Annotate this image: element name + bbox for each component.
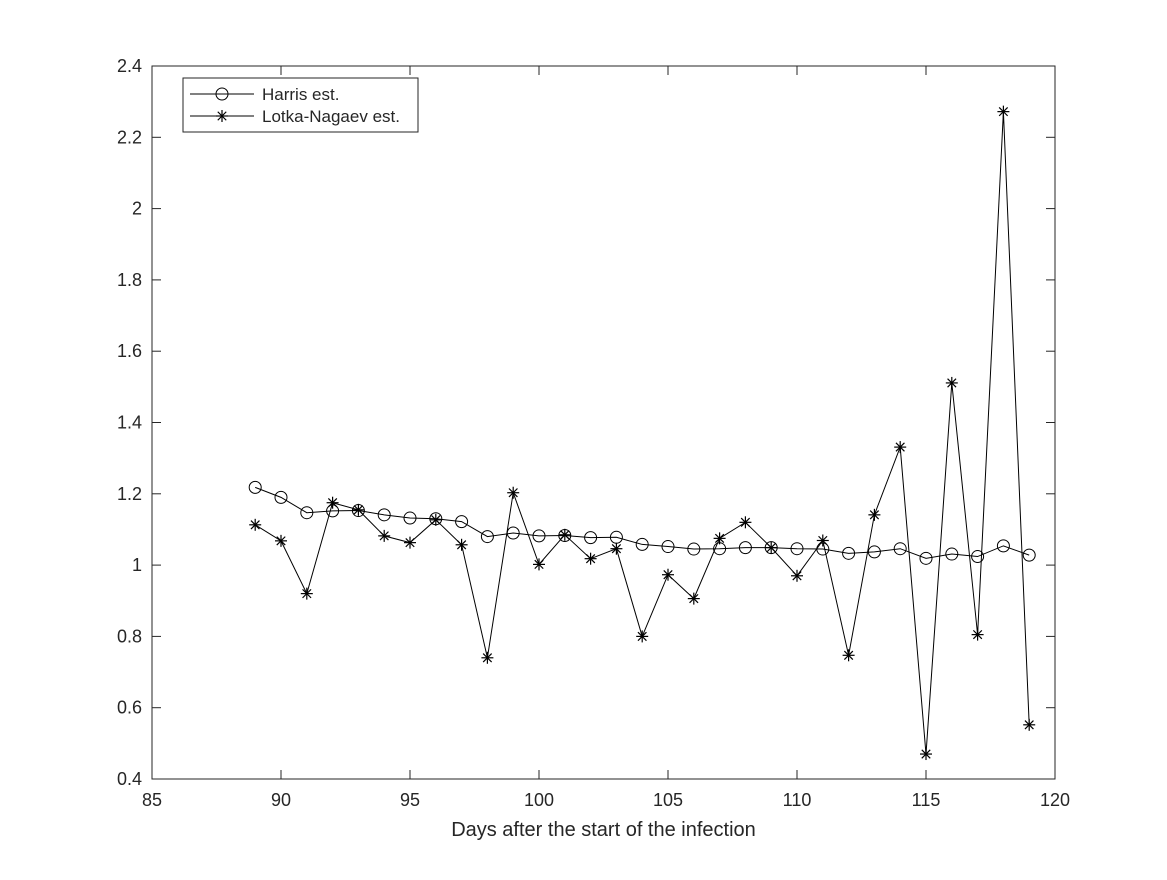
data-point-lotka-nagaev xyxy=(636,630,649,643)
data-point-harris xyxy=(971,550,985,564)
data-point-lotka-nagaev xyxy=(481,651,494,664)
series-harris xyxy=(248,480,1036,565)
data-point-harris xyxy=(945,547,959,561)
x-axis-label: Days after the start of the infection xyxy=(451,819,756,841)
y-tick-label: 0.6 xyxy=(117,698,142,718)
data-point-harris xyxy=(661,540,675,554)
data-point-lotka-nagaev xyxy=(404,536,416,549)
data-point-lotka-nagaev xyxy=(765,541,778,554)
data-point-harris xyxy=(480,530,494,544)
data-point-harris xyxy=(1022,548,1036,562)
data-point-harris xyxy=(996,539,1010,553)
y-tick-label: 1.8 xyxy=(117,270,142,290)
x-tick-label: 85 xyxy=(142,790,162,810)
y-tick-label: 2.4 xyxy=(117,56,142,76)
x-tick-label: 110 xyxy=(783,790,812,810)
data-point-lotka-nagaev xyxy=(326,496,339,509)
data-point-harris xyxy=(300,506,314,520)
legend-marker xyxy=(215,87,229,101)
data-point-lotka-nagaev xyxy=(1023,718,1036,731)
data-point-lotka-nagaev xyxy=(816,534,829,547)
data-point-lotka-nagaev xyxy=(791,569,803,582)
data-point-harris xyxy=(738,541,752,555)
tick-labels: 85 90 95 100 105 110 115 120 0.4 0.6 0.8 1 1.2 1.4 1.6… xyxy=(117,56,1070,810)
x-tick-label: 90 xyxy=(271,790,291,810)
data-point-harris xyxy=(842,546,856,560)
data-point-harris xyxy=(867,545,881,559)
data-point-harris xyxy=(274,490,288,504)
data-point-harris xyxy=(248,480,262,494)
data-point-lotka-nagaev xyxy=(971,628,984,641)
x-tick-label: 100 xyxy=(524,790,554,810)
y-tick-label: 1 xyxy=(132,555,142,575)
plot-area xyxy=(152,66,1055,779)
data-point-harris xyxy=(455,515,469,529)
data-point-lotka-nagaev xyxy=(920,748,932,761)
data-point-harris xyxy=(790,542,804,556)
data-point-lotka-nagaev xyxy=(275,534,287,547)
x-tick-label: 115 xyxy=(912,790,941,810)
data-point-lotka-nagaev xyxy=(687,592,700,605)
legend-label: Harris est. xyxy=(262,85,339,104)
y-tick-label: 0.4 xyxy=(117,769,142,789)
data-point-lotka-nagaev xyxy=(610,542,623,555)
data-point-lotka-nagaev xyxy=(945,376,958,389)
axis-ticks xyxy=(151,65,1056,780)
data-point-lotka-nagaev xyxy=(558,528,571,541)
data-point-harris xyxy=(532,529,546,543)
legend-item-lotka-nagaev: Lotka-Nagaev est. xyxy=(190,107,400,126)
x-tick-label: 95 xyxy=(400,790,420,810)
data-point-lotka-nagaev xyxy=(739,516,752,529)
y-tick-label: 1.2 xyxy=(117,484,142,504)
x-tick-label: 120 xyxy=(1040,790,1070,810)
data-point-lotka-nagaev xyxy=(507,486,520,499)
data-point-harris xyxy=(377,508,391,522)
data-point-harris xyxy=(584,531,598,545)
data-point-lotka-nagaev xyxy=(352,503,365,516)
legend-box xyxy=(182,77,419,133)
data-point-lotka-nagaev xyxy=(868,508,881,521)
series-layer xyxy=(248,105,1036,761)
legend-label: Lotka-Nagaev est. xyxy=(262,107,400,126)
legend-marker xyxy=(216,110,228,122)
data-point-lotka-nagaev xyxy=(662,568,674,581)
x-tick-label: 105 xyxy=(653,790,683,810)
data-point-lotka-nagaev xyxy=(429,513,442,526)
data-point-harris xyxy=(893,542,907,556)
data-point-lotka-nagaev xyxy=(997,105,1010,118)
data-point-harris xyxy=(687,542,701,556)
data-point-lotka-nagaev xyxy=(249,518,262,531)
data-point-lotka-nagaev xyxy=(533,558,545,571)
legend-item-harris: Harris est. xyxy=(190,85,339,104)
data-point-lotka-nagaev xyxy=(842,649,855,662)
y-tick-label: 2.2 xyxy=(117,127,142,147)
data-point-lotka-nagaev xyxy=(894,441,907,454)
legend: Harris est. Lotka-Nagaev est. xyxy=(182,77,419,133)
data-point-lotka-nagaev xyxy=(584,552,597,565)
series-line-harris xyxy=(255,486,1030,559)
data-point-harris xyxy=(403,511,417,525)
y-tick-label: 1.6 xyxy=(117,341,142,361)
y-tick-label: 1.4 xyxy=(117,413,142,433)
series-lotka-nagaev xyxy=(249,105,1036,761)
data-point-lotka-nagaev xyxy=(455,538,468,551)
data-point-lotka-nagaev xyxy=(378,529,391,542)
data-point-lotka-nagaev xyxy=(713,532,726,545)
data-point-harris xyxy=(919,551,933,565)
y-tick-label: 2 xyxy=(132,199,142,219)
data-point-harris xyxy=(635,537,649,551)
y-tick-label: 0.8 xyxy=(117,626,142,646)
data-point-lotka-nagaev xyxy=(300,587,313,600)
